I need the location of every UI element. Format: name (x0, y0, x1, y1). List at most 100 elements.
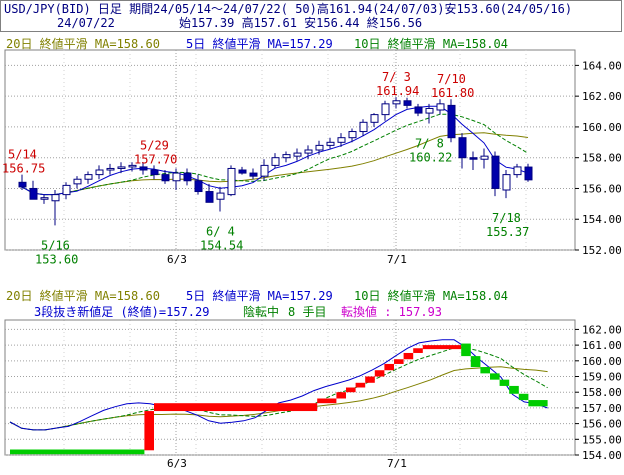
price-annotation-date-0: 5/14 (8, 148, 37, 162)
price-annotation-value-7: 155.37 (486, 225, 529, 239)
candle-body (205, 191, 214, 203)
price-panel-ma10-line (21, 113, 529, 196)
price-annotation-date-5: 7/10 (437, 72, 466, 86)
candle-body (414, 106, 423, 114)
candle-body (150, 169, 159, 176)
candle-body (315, 144, 324, 151)
price-annotation-value-0: 156.75 (2, 162, 45, 176)
candle-body (502, 174, 511, 191)
candle-body (337, 137, 346, 143)
price-panel-legend-0: 20日 終値平滑 MA=158.60 (6, 36, 160, 51)
break-panel-ytick-label-0: 154.00 (582, 449, 622, 462)
break-brick (144, 411, 154, 451)
candle-body (51, 194, 60, 202)
candle-body (513, 166, 522, 176)
break-panel-xtick-0: 6/3 (167, 457, 187, 470)
candle-body (73, 178, 82, 185)
candle-body (238, 169, 247, 174)
candle-body (436, 103, 445, 111)
price-panel-ytick-label-1: 154.00 (582, 213, 622, 226)
candle-body (62, 184, 71, 196)
break-info-status: 陰転中 (243, 304, 279, 319)
price-annotation-date-7: 7/18 (492, 211, 521, 225)
candle-body (469, 157, 478, 160)
candle-body (260, 164, 269, 177)
break-panel-xtick-1: 7/1 (387, 457, 407, 470)
price-annotation-value-6: 160.22 (409, 151, 452, 165)
break-panel-ma10-line (9, 347, 548, 431)
break-panel-ytick-label-5: 159.00 (582, 371, 622, 384)
break-brick (365, 376, 375, 383)
break-info-reversal: 転換値 : 157.93 (341, 304, 442, 319)
candle-body (139, 166, 148, 171)
candle-body (249, 172, 258, 177)
break-brick (403, 352, 414, 360)
break-brick (480, 367, 490, 374)
candle-body (271, 157, 280, 166)
candle-body (84, 174, 93, 180)
break-brick (528, 400, 548, 407)
break-panel-frame (4, 319, 576, 456)
price-panel-ytick-label-0: 152.00 (582, 244, 622, 257)
candle-body (491, 155, 500, 189)
break-brick (490, 373, 500, 380)
candle-body (403, 100, 412, 106)
break-brick (346, 387, 356, 393)
candle-body (326, 141, 335, 146)
price-panel-xtick-0: 6/3 (167, 253, 187, 266)
price-annotation-date-3: 6/ 4 (206, 225, 235, 239)
break-brick (394, 359, 404, 364)
candle-body (304, 149, 313, 154)
price-annotation-date-4: 7/ 3 (382, 70, 411, 84)
candle-body (18, 181, 27, 188)
break-brick (461, 343, 471, 357)
candle-body (480, 155, 489, 160)
candle-body (348, 131, 357, 139)
break-panel-ytick-label-7: 161.00 (582, 339, 622, 352)
candle-body (381, 103, 390, 116)
header-date: 24/07/22 (57, 16, 115, 30)
break-brick (470, 356, 481, 368)
price-annotation-value-5: 161.80 (431, 86, 474, 100)
candle-body (458, 137, 467, 159)
candle-body (194, 180, 203, 193)
break-panel-legend-0: 20日 終値平滑 MA=158.60 (6, 288, 160, 303)
break-brick (384, 363, 394, 371)
candle-body (95, 169, 104, 176)
break-panel-ytick-label-2: 156.00 (582, 418, 622, 431)
break-panel-legend-1: 5日 終値平滑 MA=157.29 (186, 288, 333, 303)
price-annotation-value-3: 154.54 (200, 239, 243, 253)
price-panel-ytick-label-2: 156.00 (582, 182, 622, 195)
candle-body (172, 172, 181, 182)
price-panel-xtick-1: 7/1 (387, 253, 407, 266)
break-brick (518, 393, 529, 401)
header-line1: USD/JPY(BID) 日足 期間24/05/14～24/07/22( 50)… (4, 2, 573, 16)
price-annotation-date-2: 5/29 (140, 138, 169, 152)
candle-body (128, 164, 137, 168)
break-brick (374, 370, 385, 377)
break-panel-ytick-label-8: 162.00 (582, 323, 622, 336)
break-brick (413, 348, 423, 353)
price-annotation-value-1: 153.60 (35, 252, 78, 266)
candle-body (370, 114, 379, 123)
candle-body (40, 197, 49, 200)
candle-body (183, 172, 192, 182)
candle-body (282, 154, 291, 159)
price-panel-ytick-label-5: 162.00 (582, 90, 622, 103)
break-info-main: 3段抜き新値足 (終値)=157.29 (34, 304, 209, 319)
candle-body (29, 187, 38, 200)
price-annotation-value-2: 157.70 (134, 152, 177, 166)
break-panel-ytick-label-6: 160.00 (582, 355, 622, 368)
break-brick (10, 449, 145, 455)
break-brick (154, 403, 318, 412)
candle-body (392, 100, 401, 105)
candle-body (524, 166, 533, 181)
break-brick (355, 382, 366, 388)
break-panel-ytick-label-4: 158.00 (582, 386, 622, 399)
break-brick (317, 398, 337, 404)
break-panel-ytick-label-1: 155.00 (582, 433, 622, 446)
price-panel-ytick-label-4: 160.00 (582, 121, 622, 134)
price-annotation-value-4: 161.94 (376, 84, 419, 98)
break-panel-ma5-line (9, 339, 548, 431)
